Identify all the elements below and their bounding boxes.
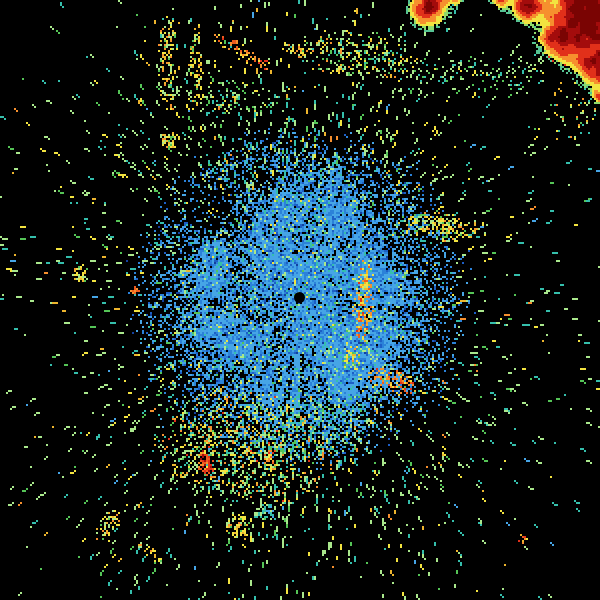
radar-reflectivity-display: [0, 0, 600, 600]
radar-screen: [0, 0, 600, 600]
radar-app: { "chart_data": { "type": "heatmap", "su…: [0, 0, 600, 600]
